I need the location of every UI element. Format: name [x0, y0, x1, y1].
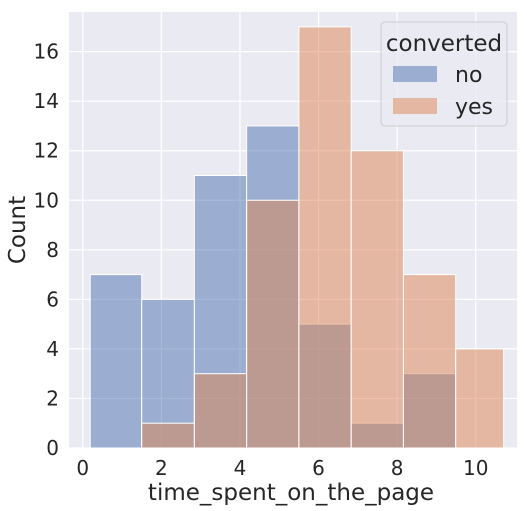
x-tick-labels: 0 2 4 6 8 10 — [76, 456, 488, 480]
x-tick-label: 6 — [312, 456, 325, 480]
x-tick-label: 2 — [155, 456, 168, 480]
y-tick-label: 10 — [34, 188, 59, 212]
legend-title: converted — [386, 31, 502, 57]
bar-yes-4 — [298, 26, 352, 449]
bar-yes-7 — [455, 348, 505, 449]
bar-yes-2 — [193, 373, 248, 449]
x-tick-label: 10 — [463, 456, 488, 480]
x-tick-label: 8 — [391, 456, 404, 480]
bar-yes-6 — [402, 274, 457, 449]
legend-swatch-yes — [393, 98, 437, 114]
y-tick-label: 8 — [46, 238, 59, 262]
legend-label-yes: yes — [455, 95, 493, 120]
legend-swatch-no — [393, 66, 437, 82]
x-axis-label: time_spent_on_the_page — [148, 480, 434, 506]
legend-label-no: no — [455, 63, 482, 88]
x-tick-label: 0 — [76, 456, 89, 480]
bar-yes-3 — [246, 199, 300, 449]
bar-yes-1 — [141, 422, 195, 449]
y-tick-label: 14 — [34, 89, 59, 113]
y-tick-label: 4 — [46, 337, 59, 361]
bar-no-0 — [89, 274, 143, 449]
y-tick-label: 2 — [46, 386, 59, 410]
y-tick-label: 16 — [34, 40, 59, 64]
histogram-bars — [89, 26, 505, 449]
bar-yes-5 — [350, 150, 404, 449]
y-tick-label: 12 — [34, 139, 59, 163]
y-tick-labels: 0 2 4 6 8 10 12 14 16 — [34, 40, 59, 460]
y-axis-label: Count — [5, 196, 31, 264]
y-tick-label: 6 — [46, 287, 59, 311]
y-tick-label: 0 — [46, 436, 59, 460]
x-tick-label: 4 — [234, 456, 247, 480]
legend: converted no yes — [380, 21, 508, 127]
